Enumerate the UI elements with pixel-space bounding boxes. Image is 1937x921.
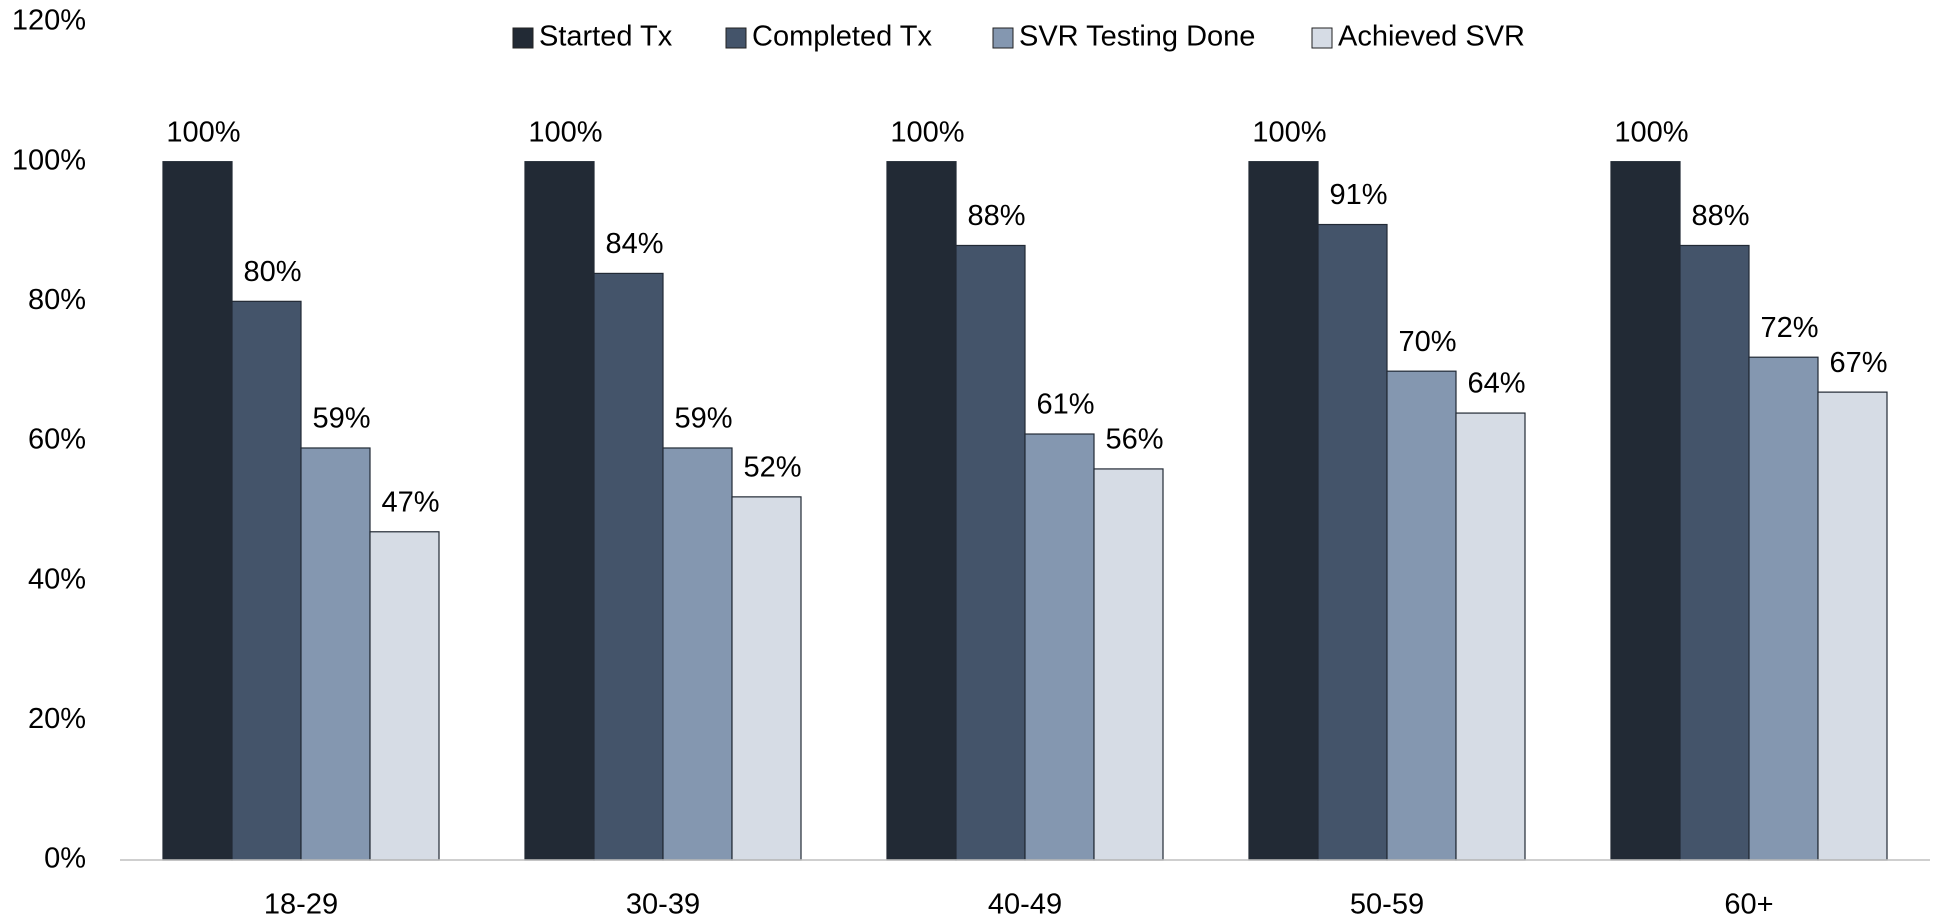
bar: [300, 447, 371, 861]
y-tick-label: 80%: [28, 284, 86, 316]
value-label: 47%: [381, 486, 439, 518]
value-label: 64%: [1467, 368, 1525, 400]
bar: [1748, 356, 1819, 861]
y-tick-label: 0%: [44, 843, 86, 875]
value-label: 100%: [528, 116, 602, 148]
value-label: 88%: [967, 200, 1025, 232]
value-label: 100%: [890, 116, 964, 148]
value-label: 100%: [1252, 116, 1326, 148]
value-label: 59%: [674, 403, 732, 435]
x-tick-label: 40-49: [988, 889, 1062, 921]
bar: [955, 244, 1026, 861]
y-tick-label: 20%: [28, 703, 86, 735]
bar: [1817, 391, 1888, 861]
legend-swatch: [1311, 27, 1333, 49]
x-tick-label: 60+: [1724, 889, 1773, 921]
bar: [231, 300, 302, 861]
x-tick-label: 18-29: [264, 889, 338, 921]
value-label: 72%: [1760, 312, 1818, 344]
legend-swatch: [725, 27, 747, 49]
bar: [369, 531, 440, 861]
bar: [1455, 412, 1526, 861]
legend-swatch: [992, 27, 1014, 49]
legend-label: Completed Tx: [752, 21, 932, 53]
bar: [162, 161, 233, 861]
bar: [1093, 468, 1164, 861]
bar: [1024, 433, 1095, 861]
bar: [593, 272, 664, 861]
bar: [662, 447, 733, 861]
legend-swatch: [512, 27, 534, 49]
legend-label: SVR Testing Done: [1019, 21, 1255, 53]
bar: [886, 161, 957, 861]
value-label: 91%: [1329, 179, 1387, 211]
y-tick-label: 60%: [28, 424, 86, 456]
y-tick-label: 40%: [28, 563, 86, 595]
bar: [731, 496, 802, 861]
value-label: 67%: [1829, 347, 1887, 379]
y-tick-label: 100%: [12, 144, 86, 176]
value-label: 59%: [312, 403, 370, 435]
value-label: 84%: [605, 228, 663, 260]
bar: [1610, 161, 1681, 861]
y-tick-label: 120%: [12, 5, 86, 37]
bar: [524, 161, 595, 861]
value-label: 100%: [1614, 116, 1688, 148]
x-tick-label: 30-39: [626, 889, 700, 921]
bar: [1248, 161, 1319, 861]
value-label: 56%: [1105, 424, 1163, 456]
value-label: 61%: [1036, 389, 1094, 421]
value-label: 88%: [1691, 200, 1749, 232]
value-label: 80%: [243, 256, 301, 288]
value-label: 100%: [166, 116, 240, 148]
legend-label: Achieved SVR: [1338, 21, 1525, 53]
bar: [1317, 223, 1388, 861]
bar: [1386, 370, 1457, 861]
value-label: 70%: [1398, 326, 1456, 358]
x-tick-label: 50-59: [1350, 889, 1424, 921]
value-label: 52%: [743, 452, 801, 484]
bar: [1679, 244, 1750, 861]
legend-label: Started Tx: [539, 21, 673, 53]
